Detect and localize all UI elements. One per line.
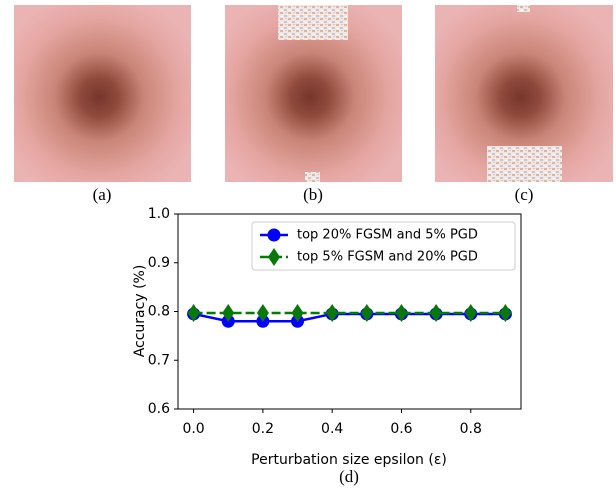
- marker: [395, 303, 408, 322]
- plot-frame: [177, 213, 522, 410]
- legend-box: [251, 221, 516, 271]
- caption: (a): [93, 185, 112, 204]
- y-tick-label: 0.6: [148, 401, 170, 417]
- legend-label: top 20% FGSM and 5% PGD: [297, 228, 478, 243]
- image-c: [435, 5, 613, 182]
- y-tick-label: 0.9: [148, 255, 170, 271]
- marker: [222, 303, 235, 322]
- marker: [499, 303, 512, 322]
- x-tick-label: 0.4: [321, 421, 343, 437]
- marker: [360, 303, 373, 322]
- marker: [187, 303, 200, 322]
- x-tick-label: 0.8: [460, 421, 482, 437]
- y-tick-label: 0.8: [148, 304, 170, 320]
- marker: [464, 303, 477, 322]
- series-line: [193, 312, 506, 323]
- marker: [291, 303, 304, 322]
- x-tick-label: 0.6: [390, 421, 412, 437]
- y-axis-label: Accuracy (%): [132, 265, 148, 358]
- x-axis-label: Perturbation size epsilon (ε): [251, 452, 447, 468]
- image-a: [14, 5, 191, 182]
- image-b: [225, 5, 402, 182]
- caption: (b): [303, 185, 323, 204]
- legend-label: top 5% FGSM and 20% PGD: [297, 250, 478, 265]
- marker: [326, 303, 339, 322]
- x-tick-label: 0.2: [252, 421, 274, 437]
- y-tick-label: 0.7: [148, 352, 170, 368]
- caption: (c): [515, 185, 534, 204]
- marker: [268, 248, 280, 266]
- caption: (d): [339, 467, 359, 486]
- x-tick-label: 0.0: [182, 421, 204, 437]
- y-tick-label: 1.0: [148, 206, 170, 222]
- marker: [256, 303, 269, 322]
- marker: [267, 228, 281, 242]
- marker: [430, 303, 443, 322]
